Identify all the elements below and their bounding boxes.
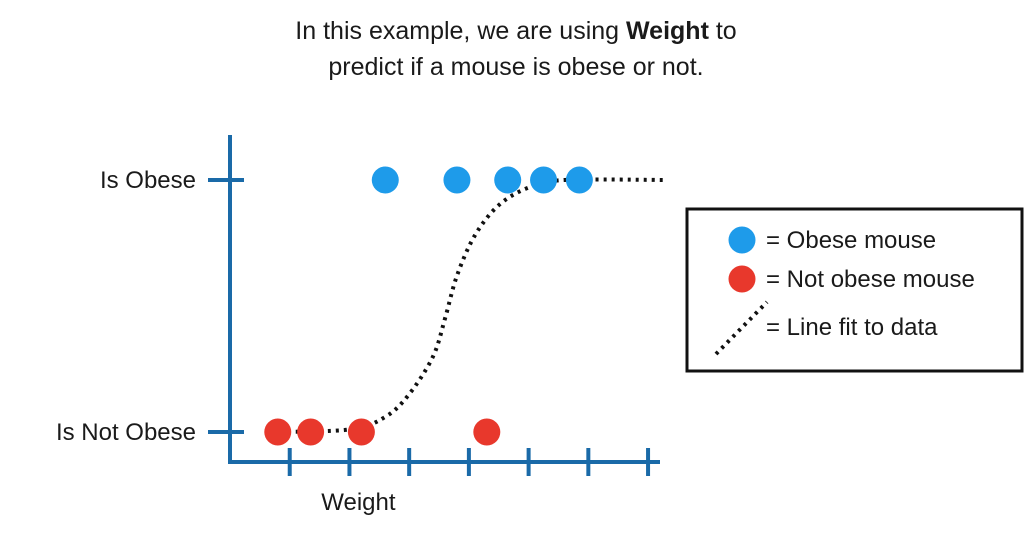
fit-line (271, 177, 666, 434)
not-obese-point-2 (297, 418, 325, 446)
caption-line-1: In this example, we are using Weight to (0, 14, 1032, 48)
caption-prefix: In this example, we are using (295, 17, 627, 45)
not-obese-point-3 (347, 418, 375, 446)
axes (208, 135, 660, 476)
caption-bold-weight: Weight (626, 17, 709, 45)
obese-point-3 (494, 166, 522, 194)
labels-layer: Is Obese Is Not Obese Weight (56, 167, 396, 516)
not-obese-point-4 (473, 418, 501, 446)
caption-suffix: to (708, 17, 737, 45)
legend-not-obese-marker (728, 265, 756, 293)
obese-point-4 (530, 166, 558, 194)
obese-point-1 (371, 166, 399, 194)
obese-point-5 (565, 166, 593, 194)
legend-label-1: = Obese mouse (766, 227, 936, 254)
legend-label-2: = Not obese mouse (766, 266, 975, 293)
caption-line-2: predict if a mouse is obese or not. (328, 53, 704, 81)
x-axis-label: Weight (321, 489, 396, 516)
not-obese-point-1 (264, 418, 292, 446)
legend-obese-marker (728, 226, 756, 254)
y-tick-label-is-obese: Is Obese (100, 167, 196, 194)
legend-label-3: = Line fit to data (766, 314, 938, 341)
y-tick-label-is-not-obese: Is Not Obese (56, 419, 196, 446)
obese-point-2 (443, 166, 471, 194)
fit-line-layer (271, 177, 666, 434)
legend: = Obese mouse = Not obese mouse = Line fit… (685, 207, 1024, 373)
points-layer (264, 166, 593, 446)
